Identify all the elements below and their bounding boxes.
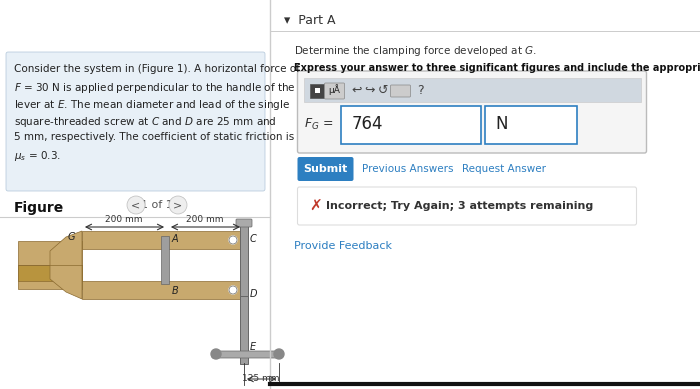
- Text: D: D: [250, 289, 258, 299]
- FancyBboxPatch shape: [236, 219, 252, 227]
- Text: lever at $E$. The mean diameter and lead of the single: lever at $E$. The mean diameter and lead…: [14, 98, 290, 112]
- Text: >: >: [174, 200, 183, 210]
- Text: G: G: [68, 232, 76, 242]
- Circle shape: [127, 196, 145, 214]
- Circle shape: [169, 196, 187, 214]
- FancyBboxPatch shape: [298, 157, 354, 181]
- FancyBboxPatch shape: [325, 83, 344, 99]
- FancyBboxPatch shape: [314, 88, 319, 93]
- Text: Express your answer to three significant figures and include the appropriate uni: Express your answer to three significant…: [295, 63, 700, 73]
- FancyBboxPatch shape: [298, 187, 636, 225]
- Text: ✗: ✗: [309, 198, 322, 214]
- Text: $\mu_s$ = 0.3.: $\mu_s$ = 0.3.: [14, 149, 61, 163]
- Circle shape: [274, 349, 284, 359]
- FancyBboxPatch shape: [6, 52, 265, 191]
- FancyBboxPatch shape: [340, 106, 480, 144]
- Text: Provide Feedback: Provide Feedback: [295, 241, 393, 251]
- FancyBboxPatch shape: [82, 281, 244, 299]
- Text: square-threaded screw at $C$ and $D$ are 25 mm and: square-threaded screw at $C$ and $D$ are…: [14, 115, 276, 129]
- FancyBboxPatch shape: [18, 241, 82, 289]
- Text: Incorrect; Try Again; 3 attempts remaining: Incorrect; Try Again; 3 attempts remaini…: [326, 201, 593, 211]
- Text: 200 mm: 200 mm: [186, 215, 224, 224]
- Text: ?: ?: [417, 84, 424, 96]
- Text: Submit: Submit: [303, 164, 348, 174]
- Text: N: N: [496, 115, 508, 133]
- Text: Consider the system in (Figure 1). A horizontal force of: Consider the system in (Figure 1). A hor…: [14, 64, 300, 74]
- Text: Figure: Figure: [14, 201, 64, 215]
- FancyBboxPatch shape: [391, 85, 410, 97]
- Text: $F_G$ =: $F_G$ =: [304, 116, 334, 131]
- Polygon shape: [50, 231, 82, 299]
- Text: B: B: [172, 286, 178, 296]
- Text: C: C: [250, 234, 257, 244]
- Text: ↪: ↪: [365, 84, 375, 96]
- FancyBboxPatch shape: [240, 224, 248, 299]
- Text: Previous Answers: Previous Answers: [361, 164, 453, 174]
- Circle shape: [229, 236, 237, 244]
- FancyBboxPatch shape: [304, 78, 640, 102]
- FancyBboxPatch shape: [82, 231, 244, 249]
- Text: 125 mm: 125 mm: [242, 374, 280, 383]
- FancyBboxPatch shape: [309, 84, 323, 98]
- FancyBboxPatch shape: [240, 296, 248, 364]
- Circle shape: [229, 286, 237, 294]
- Text: ↩: ↩: [351, 84, 362, 96]
- FancyBboxPatch shape: [18, 265, 82, 281]
- Text: Determine the clamping force developed at $G$.: Determine the clamping force developed a…: [295, 44, 538, 58]
- Text: E: E: [250, 342, 256, 352]
- Text: ↺: ↺: [377, 84, 388, 96]
- Circle shape: [211, 349, 221, 359]
- Text: $F$ = 30 N is applied perpendicular to the handle of the: $F$ = 30 N is applied perpendicular to t…: [14, 81, 296, 95]
- FancyBboxPatch shape: [484, 106, 577, 144]
- Text: 200 mm: 200 mm: [105, 215, 143, 224]
- FancyBboxPatch shape: [161, 236, 169, 284]
- Text: A: A: [172, 234, 178, 244]
- FancyBboxPatch shape: [298, 71, 647, 153]
- Text: Request Answer: Request Answer: [463, 164, 547, 174]
- Text: ▾  Part A: ▾ Part A: [284, 14, 336, 27]
- Text: 1 of 1: 1 of 1: [141, 200, 173, 210]
- Text: <: <: [132, 200, 141, 210]
- Text: μÅ: μÅ: [328, 84, 340, 95]
- Text: 5 mm, respectively. The coefficient of static friction is: 5 mm, respectively. The coefficient of s…: [14, 132, 294, 142]
- Text: 764: 764: [351, 115, 383, 133]
- FancyBboxPatch shape: [212, 351, 282, 358]
